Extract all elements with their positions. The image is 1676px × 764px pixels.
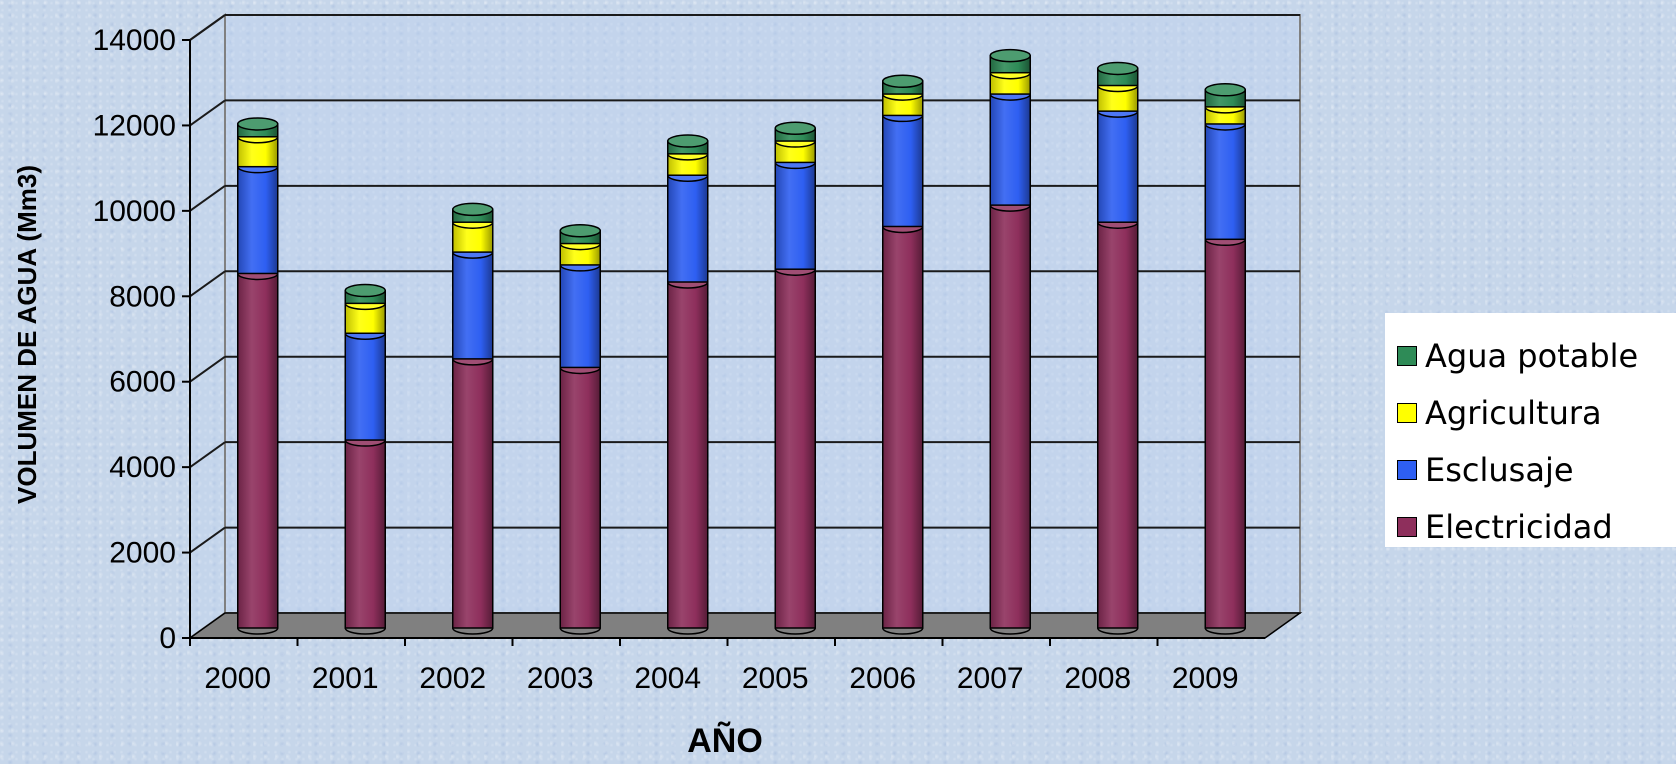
- bar-segment: [774, 268, 816, 629]
- bar-segment-cap: [989, 48, 1031, 63]
- legend-label: Electricidad: [1425, 507, 1613, 546]
- bar-segment-cap: [1204, 83, 1246, 97]
- y-tick-label: 12000: [93, 109, 176, 142]
- back-wall: [224, 14, 1301, 614]
- bar-segment: [1097, 110, 1139, 223]
- gridline-diagonal: [189, 99, 226, 127]
- legend-swatch: [1397, 459, 1417, 480]
- legend-label: Agricultura: [1425, 393, 1602, 432]
- bar-base: [774, 627, 816, 635]
- bar-segment-cap: [882, 74, 924, 89]
- y-tick-label: 10000: [93, 195, 176, 228]
- gridline-diagonal: [189, 526, 226, 554]
- bar-base: [882, 627, 924, 635]
- bar-base: [559, 627, 601, 635]
- bar-segment: [882, 114, 924, 228]
- bar-segment: [1097, 221, 1139, 629]
- bar-segment: [237, 272, 279, 629]
- y-axis-title: VOLUMEN DE AGUA (Mm3): [11, 164, 42, 504]
- bar-base: [989, 627, 1031, 635]
- bar-segment: [344, 332, 386, 441]
- bar-segment: [1204, 123, 1246, 241]
- bar-segment: [452, 358, 494, 629]
- bar-segment-cap: [344, 283, 386, 298]
- bar-segment: [882, 225, 924, 629]
- bar-segment: [559, 366, 601, 629]
- bar-base: [344, 627, 386, 635]
- legend: Agua potable Agricultura Esclusaje Elect…: [1385, 313, 1676, 547]
- legend-item-agricultura: Agricultura: [1397, 384, 1676, 441]
- gridline-diagonal: [189, 185, 226, 212]
- y-tick-label: 14000: [93, 24, 176, 57]
- legend-swatch: [1397, 516, 1417, 537]
- gridline-diagonal: [189, 355, 226, 383]
- x-tick-label: 2007: [957, 662, 1024, 695]
- x-tick-label: 2008: [1064, 662, 1131, 695]
- bar-segment-cap: [559, 224, 601, 238]
- bar-segment: [344, 439, 386, 629]
- bar-segment: [559, 264, 601, 369]
- bar-segment-cap: [1097, 61, 1139, 76]
- x-tick-label: 2006: [849, 662, 916, 695]
- gridline-diagonal: [189, 270, 226, 298]
- x-tick-label: 2004: [634, 662, 701, 695]
- bar-segment: [989, 93, 1031, 206]
- legend-label: Agua potable: [1425, 336, 1639, 375]
- y-tick-label: 4000: [109, 451, 176, 484]
- bar-segment: [774, 161, 816, 270]
- legend-item-agua-potable: Agua potable: [1397, 327, 1676, 384]
- bar-base: [1097, 627, 1139, 635]
- bar-base: [1204, 627, 1246, 635]
- legend-label: Esclusaje: [1425, 450, 1574, 489]
- y-tick-label: 2000: [109, 537, 176, 570]
- x-tick-label: 2005: [742, 662, 809, 695]
- bar-segment-cap: [237, 117, 279, 131]
- bar-segment-cap: [452, 202, 494, 217]
- legend-swatch: [1397, 345, 1417, 366]
- x-tick-label: 2009: [1172, 662, 1239, 695]
- side-wall: [189, 13, 226, 640]
- bar-segment: [667, 174, 709, 283]
- y-tick-label: 6000: [109, 366, 176, 399]
- bar-segment-cap: [667, 134, 709, 148]
- x-tick-label: 2003: [527, 662, 594, 695]
- x-axis-title: AÑO: [687, 722, 763, 760]
- bar-segment: [237, 165, 279, 275]
- bar-segment: [667, 281, 709, 629]
- y-tick-label: 0: [159, 622, 176, 655]
- x-tick-label: 2002: [419, 662, 486, 695]
- bar-segment: [1204, 238, 1246, 629]
- x-tick-label: 2000: [204, 662, 271, 695]
- bar-base: [452, 627, 494, 635]
- y-tick-label: 8000: [109, 280, 176, 313]
- bar-base: [667, 627, 709, 635]
- legend-swatch: [1397, 402, 1417, 423]
- bar-segment-cap: [774, 121, 816, 135]
- bar-segment: [452, 251, 494, 360]
- gridline-diagonal: [189, 14, 226, 41]
- y-axis-title-box: VOLUMEN DE AGUA (Mm3): [6, 98, 48, 570]
- bar-segment: [989, 204, 1031, 629]
- bar-base: [237, 627, 279, 635]
- legend-item-esclusaje: Esclusaje: [1397, 441, 1676, 498]
- x-tick-label: 2001: [312, 662, 379, 695]
- legend-item-electricidad: Electricidad: [1397, 498, 1676, 555]
- gridline-diagonal: [189, 441, 226, 468]
